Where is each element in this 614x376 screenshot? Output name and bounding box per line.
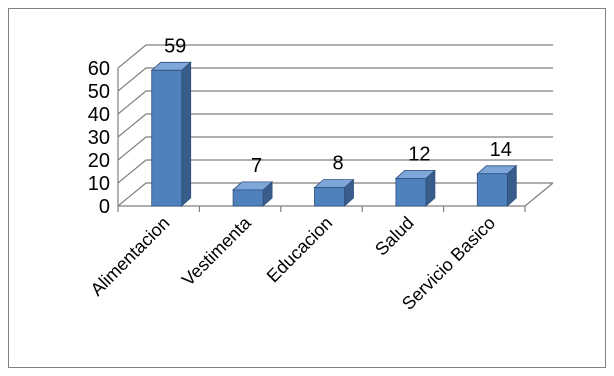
y-tick-label: 0 xyxy=(99,196,110,218)
gridline xyxy=(117,136,553,161)
data-label: 8 xyxy=(332,153,343,175)
bar xyxy=(151,69,183,207)
gridline xyxy=(117,113,553,138)
data-label: 7 xyxy=(251,155,262,177)
bar xyxy=(476,173,508,207)
gridline xyxy=(117,67,553,92)
bars xyxy=(150,61,518,207)
gridline xyxy=(117,90,553,115)
y-tick-label: 30 xyxy=(88,127,110,149)
gridline xyxy=(117,44,553,69)
floor-edge xyxy=(524,182,554,207)
data-label: 14 xyxy=(490,139,512,161)
bar-side xyxy=(181,61,192,207)
data-label: 59 xyxy=(164,35,186,57)
bar xyxy=(395,177,427,207)
data-labels: 59 7 8 12 14 xyxy=(164,35,512,177)
y-tick-label: 60 xyxy=(88,58,110,80)
data-label: 12 xyxy=(408,143,430,165)
y-tick-label: 40 xyxy=(88,104,110,126)
y-tick-label: 20 xyxy=(88,150,110,172)
bar xyxy=(232,189,264,207)
bar xyxy=(314,187,345,207)
y-tick-label: 10 xyxy=(88,173,110,195)
y-tick-label: 50 xyxy=(88,81,110,103)
gridline xyxy=(117,159,553,184)
